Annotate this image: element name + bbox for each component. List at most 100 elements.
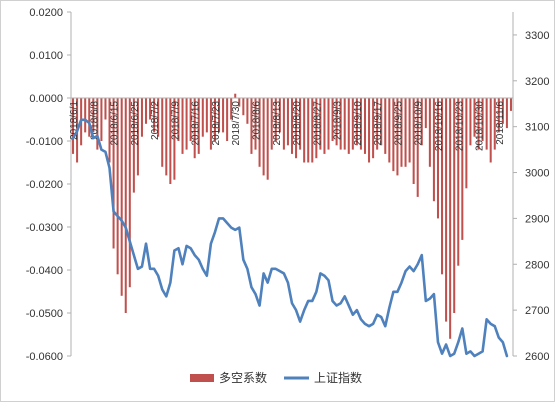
bar [307, 98, 310, 163]
left-axis-tick-label: 0.0100 [29, 50, 63, 62]
bar [335, 98, 338, 146]
right-axis-tick-label: 2600 [525, 351, 549, 363]
bar [359, 98, 362, 150]
left-axis-tick-label: -0.0400 [26, 265, 63, 277]
bar [436, 98, 439, 219]
bar [396, 98, 399, 176]
bar [372, 98, 375, 159]
bar [408, 98, 411, 163]
left-axis-tick-label: -0.0300 [26, 222, 63, 234]
bar [376, 98, 379, 150]
bar [189, 98, 192, 141]
bar [140, 98, 143, 137]
bar [453, 98, 456, 313]
bar [388, 98, 391, 163]
bar [169, 98, 172, 184]
bar [412, 98, 415, 184]
bar [278, 98, 281, 133]
x-axis-tick-label: 2018/10/23 [454, 101, 465, 151]
bar [262, 98, 265, 176]
bar [153, 98, 156, 133]
x-axis-tick-label: 2018/9/25 [393, 101, 404, 146]
bar [161, 98, 164, 167]
x-axis-tick-label: 2018/7/9 [170, 101, 181, 140]
bar [149, 98, 152, 120]
bar [132, 98, 135, 193]
bar [469, 98, 472, 146]
bar [226, 98, 229, 141]
bar [181, 98, 184, 154]
bar [473, 98, 476, 137]
bar [355, 98, 358, 146]
bar [84, 98, 87, 133]
x-axis-tick-labels: 2018/6/1 2018/6/8 2018/6/15 2018/6/25 2018/7… [69, 101, 506, 151]
bar [347, 98, 350, 154]
bar [209, 98, 212, 150]
x-axis-tick-label: 2018/8/20 [292, 101, 303, 146]
bar [331, 98, 334, 141]
bar [72, 98, 75, 154]
bar [92, 98, 95, 133]
bar [497, 98, 500, 133]
x-axis-tick-label: 2018/10/16 [434, 101, 445, 151]
bar [270, 98, 273, 150]
left-axis-tick-label: 0.0000 [29, 93, 63, 105]
bar [416, 98, 419, 197]
bar [420, 98, 423, 146]
bar [339, 98, 342, 150]
bar [432, 98, 435, 202]
right-axis-tick-label: 3200 [525, 76, 549, 88]
bar [485, 98, 488, 150]
bar [323, 98, 326, 154]
left-axis-tick-label: -0.0200 [26, 179, 63, 191]
x-axis-tick-label: 2018/10/9 [414, 101, 425, 146]
bar [145, 98, 148, 124]
bar [218, 98, 221, 133]
bar [274, 98, 277, 141]
bar [319, 98, 322, 150]
bar [380, 98, 383, 146]
bar [441, 98, 444, 275]
bar [120, 98, 123, 296]
bar [424, 98, 427, 129]
x-axis-tick-label: 2018/7/23 [211, 101, 222, 146]
right-axis-tick-label: 2700 [525, 305, 549, 317]
bar [197, 98, 200, 154]
bar [327, 98, 330, 150]
x-axis-tick-label: 2018/7/16 [191, 101, 202, 146]
bar [246, 98, 249, 124]
legend-label-bar: 多空系数 [219, 370, 267, 385]
legend-swatch-bar [190, 374, 214, 382]
bar [392, 98, 395, 172]
bar [489, 98, 492, 163]
bar [290, 98, 294, 154]
bar [165, 98, 168, 176]
legend: 多空系数 上证指数 [190, 370, 362, 385]
x-axis-tick-label: 2018/8/13 [272, 101, 283, 146]
bar [238, 98, 241, 107]
bar [258, 98, 261, 167]
bar [234, 93, 237, 98]
x-axis-tick-label: 2018/7/2 [150, 101, 161, 140]
bar [384, 98, 387, 154]
right-axis-tick-label: 2800 [525, 259, 549, 271]
bar [266, 98, 269, 180]
bar [493, 98, 496, 150]
left-axis-ticks: 0.0200 0.0100 0.0000 -0.0100 -0.0200 -0.0300 -… [26, 7, 71, 363]
x-axis-tick-label: 2018/6/8 [89, 101, 100, 140]
right-axis-tick-label: 3000 [525, 168, 549, 180]
bar [509, 98, 512, 111]
line-series [71, 118, 509, 358]
bar [157, 98, 160, 137]
bar [205, 98, 208, 133]
bar [108, 98, 111, 163]
right-axis-tick-label: 3300 [525, 30, 549, 42]
bar [404, 98, 407, 167]
bar [501, 98, 504, 124]
bar [400, 98, 403, 167]
bar [286, 98, 289, 146]
bar [222, 98, 225, 133]
bar [185, 98, 188, 150]
bar [177, 98, 180, 141]
